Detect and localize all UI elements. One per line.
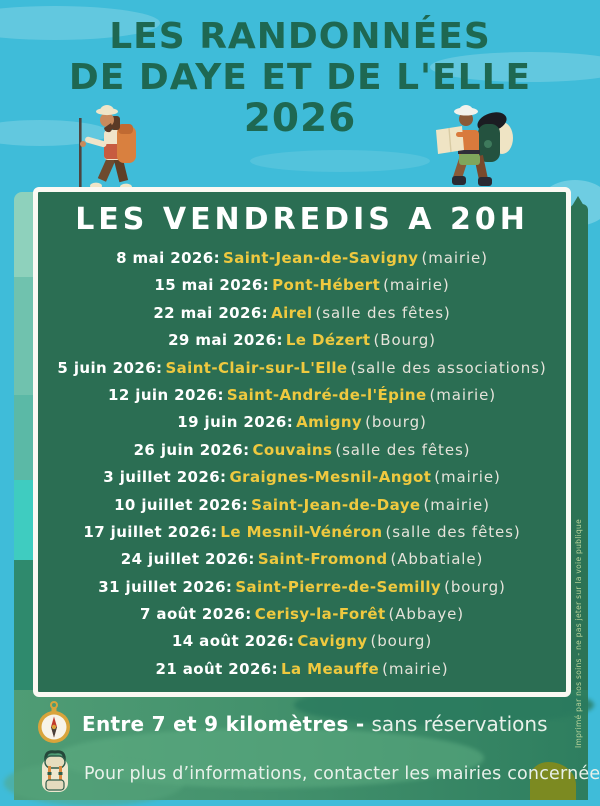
event-place: Saint-Clair-sur-L'Elle (165, 358, 348, 377)
event-date: 24 juillet 2026: (120, 550, 255, 569)
event-place: Saint-Jean-de-Savigny (222, 249, 419, 267)
event-date: 19 juin 2026: (177, 413, 294, 432)
event-venue: (salle des fêtes) (315, 303, 451, 322)
event-row: 3 juillet 2026: Graignes-Mesnil-Angot (mai… (38, 464, 566, 491)
event-place: Le Dézert (285, 331, 371, 350)
footer-distance-bold: Entre 7 et 9 kilomètres - (82, 712, 365, 736)
event-date: 3 juillet 2026: (103, 468, 227, 487)
schedule-panel: LES VENDREDIS A 20H 8 mai 2026: Saint-Jea… (33, 187, 571, 697)
title-line-2: DE DAYE ET DE L'ELLE (68, 57, 532, 98)
event-venue: (mairie) (434, 468, 501, 487)
event-venue: (Abbaye) (388, 605, 465, 624)
event-date: 8 mai 2026: (116, 249, 220, 267)
event-place: Graignes-Mesnil-Angot (229, 468, 432, 487)
footer-info-row: Pour plus d’informations, contacter les … (36, 750, 600, 798)
event-date: 31 juillet 2026: (98, 577, 233, 596)
event-row: 21 août 2026: La Meauffe (mairie) (38, 656, 566, 683)
event-date: 15 mai 2026: (154, 276, 270, 295)
event-row: 26 juin 2026: Couvains (salle des fêtes) (38, 437, 566, 464)
event-venue: (mairie) (382, 659, 449, 678)
event-place: Couvains (252, 440, 333, 459)
footer-distance-row: Entre 7 et 9 kilomètres - sans réservati… (36, 700, 548, 748)
event-row: 12 juin 2026: Saint-André-de-l'Épine (mair… (38, 382, 566, 409)
event-place: Amigny (296, 413, 363, 432)
print-disclaimer: Imprimé par nos soins - ne pas jeter sur… (574, 518, 583, 748)
event-venue: (salle des associations) (350, 358, 547, 377)
hiker-left-illustration (66, 96, 156, 196)
event-date: 21 août 2026: (155, 659, 279, 678)
event-venue: (Bourg) (373, 331, 436, 350)
event-place: La Meauffe (281, 659, 380, 678)
event-row: 22 mai 2026: Airel (salle des fêtes) (38, 300, 566, 327)
event-venue: (salle des fêtes) (335, 440, 471, 459)
footer-info-text: Pour plus d’informations, contacter les … (84, 764, 600, 784)
event-date: 10 juillet 2026: (114, 495, 249, 514)
event-row: 17 juillet 2026: Le Mesnil-Vénéron (salle … (38, 519, 566, 546)
event-row: 7 août 2026: Cerisy-la-Forêt (Abbaye) (38, 601, 566, 628)
event-place: Saint-Jean-de-Daye (251, 495, 421, 514)
compass-icon (36, 699, 72, 749)
event-date: 26 juin 2026: (133, 440, 250, 459)
backpack-icon (36, 748, 74, 800)
meadow-blob (4, 760, 184, 806)
panel-heading: LES VENDREDIS A 20H (75, 202, 529, 237)
poster-title: LES RANDONNÉES DE DAYE ET DE L'ELLE 2026 (0, 16, 600, 139)
event-row: 29 mai 2026: Le Dézert (Bourg) (38, 327, 566, 354)
event-place: Saint-Fromond (257, 550, 388, 569)
event-date: 5 juin 2026: (57, 358, 163, 377)
event-date: 14 août 2026: (171, 632, 295, 651)
event-place: Saint-André-de-l'Épine (226, 385, 427, 404)
event-row: 10 juillet 2026: Saint-Jean-de-Daye (mairi… (38, 492, 566, 519)
event-place: Cerisy-la-Forêt (254, 605, 386, 624)
event-date: 29 mai 2026: (168, 331, 283, 350)
title-line-1: LES RANDONNÉES (109, 16, 491, 57)
title-line-3: 2026 (243, 96, 357, 141)
event-venue: (bourg) (365, 413, 427, 432)
event-date: 17 juillet 2026: (83, 522, 218, 541)
event-row: 8 mai 2026: Saint-Jean-de-Savigny (mairie) (38, 245, 566, 272)
event-row: 19 juin 2026: Amigny (bourg) (38, 409, 566, 436)
event-venue: (salle des fêtes) (385, 522, 521, 541)
event-row: 5 juin 2026: Saint-Clair-sur-L'Elle (salle… (38, 355, 566, 382)
event-venue: (bourg) (444, 577, 506, 596)
event-date: 12 juin 2026: (108, 385, 224, 404)
event-row: 24 juillet 2026: Saint-Fromond (Abbatiale) (38, 546, 566, 573)
event-row: 14 août 2026: Cavigny (bourg) (38, 628, 566, 655)
event-venue: (mairie) (429, 385, 496, 404)
cloud-shape (430, 52, 600, 82)
event-place: Le Mesnil-Vénéron (220, 522, 383, 541)
event-venue: (Abbatiale) (390, 550, 484, 569)
event-date: 7 août 2026: (139, 605, 252, 624)
event-place: Pont-Hébert (272, 276, 381, 295)
event-venue: (mairie) (423, 495, 490, 514)
event-venue: (bourg) (370, 632, 433, 651)
events-list: 8 mai 2026: Saint-Jean-de-Savigny (mairie)… (38, 245, 566, 683)
event-row: 31 juillet 2026: Saint-Pierre-de-Semilly(… (38, 574, 566, 601)
event-venue: (mairie) (421, 249, 488, 267)
event-place: Cavigny (297, 632, 368, 651)
hiker-right-illustration (430, 100, 526, 192)
tree-strip (570, 196, 588, 696)
cloud-shape (250, 150, 430, 172)
event-venue: (mairie) (383, 276, 450, 295)
olive-corner-blob (530, 762, 576, 800)
event-row: 15 mai 2026: Pont-Hébert (mairie) (38, 272, 566, 299)
event-place: Saint-Pierre-de-Semilly (235, 577, 442, 596)
event-place: Airel (271, 303, 313, 322)
footer-distance-regular: sans réservations (371, 712, 548, 736)
event-date: 22 mai 2026: (153, 303, 269, 322)
